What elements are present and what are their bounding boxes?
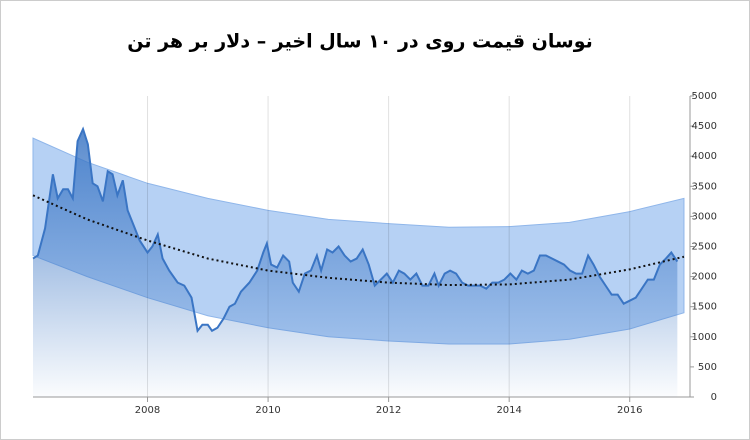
y-tick-label: 1000 bbox=[692, 332, 717, 343]
area bbox=[33, 129, 678, 398]
y-tick-label: 0 bbox=[711, 392, 717, 403]
y-tick-label: 500 bbox=[698, 362, 717, 373]
y-tick-label: 3000 bbox=[692, 211, 717, 222]
y-tick-label: 2500 bbox=[692, 242, 717, 253]
y-tick-label: 1500 bbox=[692, 302, 717, 313]
x-tick-label: 2012 bbox=[376, 405, 401, 416]
y-tick-label: 4500 bbox=[692, 121, 717, 132]
y-tick-label: 5000 bbox=[692, 91, 717, 102]
chart-title: نوسان قیمت روی در ۱۰ سال اخیر – دلار بر … bbox=[127, 31, 593, 53]
y-tick-label: 3500 bbox=[692, 181, 717, 192]
x-tick-label: 2016 bbox=[617, 405, 642, 416]
line bbox=[32, 126, 679, 334]
x-tick-label: 2010 bbox=[255, 405, 280, 416]
x-tick-label: 2008 bbox=[135, 405, 160, 416]
y-tick-label: 2000 bbox=[692, 272, 717, 283]
trend-line bbox=[32, 194, 685, 287]
x-tick-label: 2014 bbox=[496, 405, 521, 416]
y-tick-label: 4000 bbox=[692, 151, 717, 162]
